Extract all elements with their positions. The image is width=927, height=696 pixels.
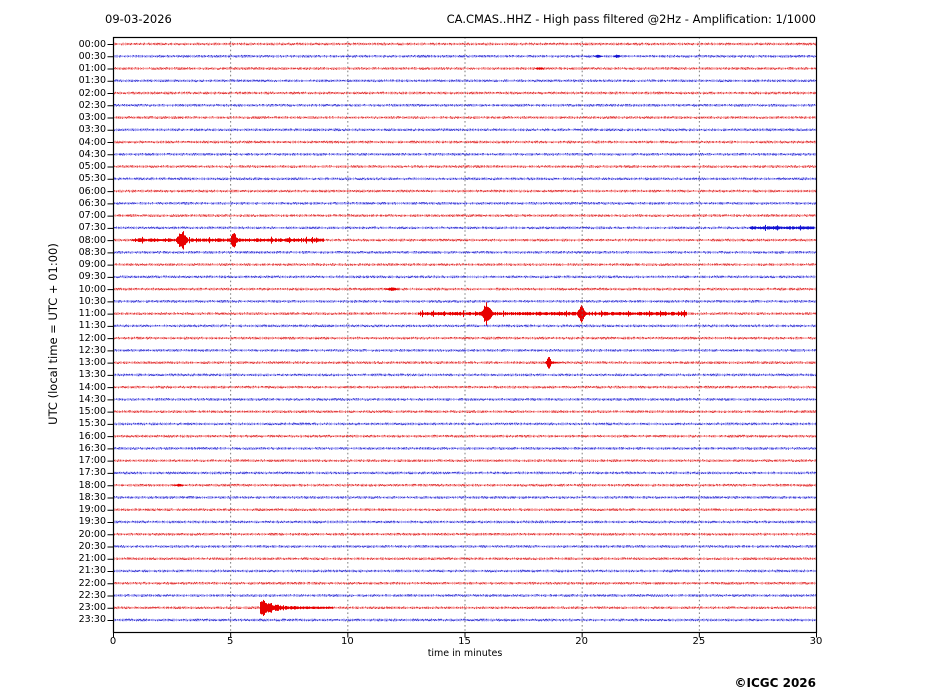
y-tick-label: 14:00 [78, 381, 106, 393]
x-tick-label: 10 [340, 636, 354, 647]
y-tick-label: 23:30 [78, 614, 106, 626]
y-tick-label: 15:00 [78, 406, 106, 418]
y-tick-label: 21:30 [78, 565, 106, 577]
y-tick-label: 02:00 [78, 87, 106, 99]
y-tick-label: 11:30 [78, 320, 106, 332]
x-tick-label: 20 [575, 636, 589, 647]
y-tick-label: 01:30 [78, 75, 106, 87]
y-tick-label: 09:30 [78, 271, 106, 283]
y-tick-label: 06:30 [78, 197, 106, 209]
y-tick-label: 18:00 [78, 479, 106, 491]
y-tick-label: 12:00 [78, 332, 106, 344]
copyright: ©ICGC 2026 [734, 676, 816, 690]
y-tick-label: 18:30 [78, 491, 106, 503]
y-tick-label: 20:00 [78, 528, 106, 540]
y-tick-label: 03:00 [78, 112, 106, 124]
y-tick-label: 05:30 [78, 173, 106, 185]
x-tick-label: 5 [226, 636, 234, 647]
y-tick-label: 13:00 [78, 357, 106, 369]
y-tick-label: 22:30 [78, 589, 106, 601]
y-tick-label: 15:30 [78, 418, 106, 430]
y-tick-label: 01:00 [78, 63, 106, 74]
figure-title: CA.CMAS..HHZ - High pass filtered @2Hz -… [446, 12, 816, 26]
y-tick-label: 02:30 [78, 99, 106, 111]
y-tick-label: 00:30 [78, 50, 106, 62]
y-tick-label: 16:30 [78, 442, 106, 454]
y-tick-label: 10:30 [78, 295, 106, 307]
y-tick-label: 16:00 [78, 430, 106, 442]
y-tick-label: 17:30 [78, 467, 106, 479]
y-tick-label: 14:30 [78, 393, 106, 405]
y-tick-label: 06:00 [78, 185, 106, 197]
y-tick-label: 19:00 [78, 504, 106, 516]
x-tick-label: 25 [692, 636, 706, 647]
y-tick-label: 23:00 [78, 602, 106, 614]
y-tick-label: 22:00 [78, 577, 106, 589]
y-tick-label: 09:00 [78, 259, 106, 271]
y-tick-label: 04:30 [78, 148, 106, 160]
y-tick-label: 05:00 [78, 161, 106, 173]
y-tick-label: 08:00 [78, 234, 106, 246]
y-tick-label: 21:00 [78, 553, 106, 565]
y-tick-label: 00:00 [78, 38, 106, 50]
y-tick-label: 08:30 [78, 246, 106, 258]
y-tick-label: 10:00 [78, 283, 106, 295]
y-tick-label: 17:00 [78, 455, 106, 467]
x-axis-title: time in minutes [427, 648, 503, 659]
y-tick-label: 07:00 [78, 210, 106, 222]
y-tick-label: 04:00 [78, 136, 106, 148]
y-tick-label: 13:30 [78, 369, 106, 381]
y-tick-label: 03:30 [78, 124, 106, 136]
y-tick-label: 11:00 [78, 308, 106, 320]
figure-date: 09-03-2026 [105, 12, 172, 26]
x-tick-label: 15 [458, 636, 471, 647]
y-tick-label: 07:30 [78, 222, 106, 234]
y-tick-label: 20:30 [78, 540, 106, 552]
x-tick-label: 30 [809, 636, 823, 647]
y-tick-label: 12:30 [78, 344, 106, 356]
y-tick-label: 19:30 [78, 516, 106, 528]
x-tick-label: 0 [109, 636, 117, 647]
